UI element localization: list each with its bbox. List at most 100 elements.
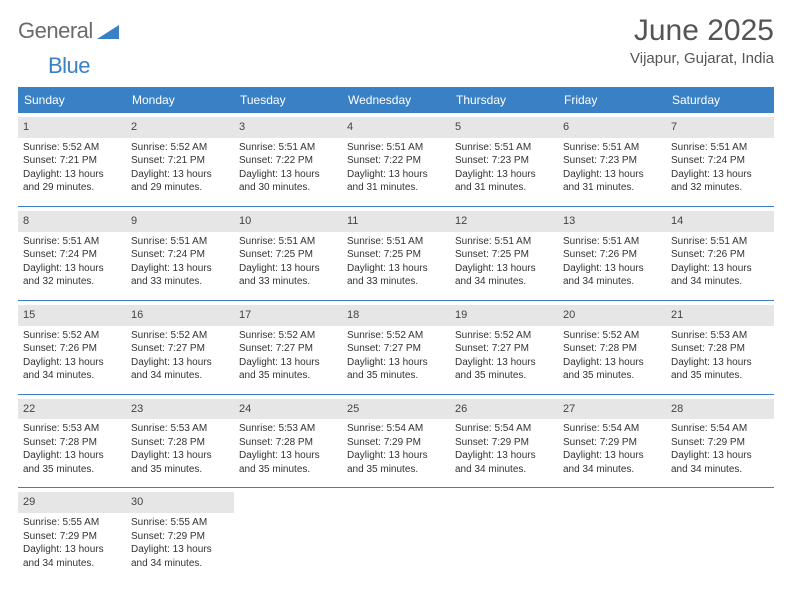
day-number: 14 [666, 211, 774, 232]
sunset-text: Sunset: 7:29 PM [455, 436, 553, 450]
day-body: Sunrise: 5:52 AMSunset: 7:28 PMDaylight:… [558, 326, 666, 389]
sunrise-text: Sunrise: 5:52 AM [347, 329, 445, 343]
sunrise-text: Sunrise: 5:55 AM [23, 516, 121, 530]
daylight-text: and 35 minutes. [347, 369, 445, 383]
calendar-table: Sunday Monday Tuesday Wednesday Thursday… [18, 83, 774, 580]
daylight-text: and 30 minutes. [239, 181, 337, 195]
daylight-text: Daylight: 13 hours [455, 356, 553, 370]
day-body: Sunrise: 5:52 AMSunset: 7:21 PMDaylight:… [126, 138, 234, 201]
day-cell: 7Sunrise: 5:51 AMSunset: 7:24 PMDaylight… [666, 117, 774, 201]
daylight-text: Daylight: 13 hours [239, 168, 337, 182]
sunrise-text: Sunrise: 5:52 AM [239, 329, 337, 343]
daylight-text: Daylight: 13 hours [347, 262, 445, 276]
daylight-text: and 35 minutes. [131, 463, 229, 477]
day-cell: 15Sunrise: 5:52 AMSunset: 7:26 PMDayligh… [18, 305, 126, 389]
day-body: Sunrise: 5:55 AMSunset: 7:29 PMDaylight:… [18, 513, 126, 576]
daylight-text: and 33 minutes. [131, 275, 229, 289]
day-number: 23 [126, 399, 234, 420]
day-number: 8 [18, 211, 126, 232]
day-number: 17 [234, 305, 342, 326]
daylight-text: and 31 minutes. [347, 181, 445, 195]
sunset-text: Sunset: 7:29 PM [23, 530, 121, 544]
sunrise-text: Sunrise: 5:52 AM [131, 329, 229, 343]
day-body: Sunrise: 5:51 AMSunset: 7:23 PMDaylight:… [558, 138, 666, 201]
sunset-text: Sunset: 7:26 PM [563, 248, 661, 262]
day-cell: 3Sunrise: 5:51 AMSunset: 7:22 PMDaylight… [234, 117, 342, 201]
day-cell: 9Sunrise: 5:51 AMSunset: 7:24 PMDaylight… [126, 211, 234, 295]
daylight-text: and 34 minutes. [671, 463, 769, 477]
day-cell: 12Sunrise: 5:51 AMSunset: 7:25 PMDayligh… [450, 211, 558, 295]
day-number: 1 [18, 117, 126, 138]
day-cell: 8Sunrise: 5:51 AMSunset: 7:24 PMDaylight… [18, 211, 126, 295]
daylight-text: Daylight: 13 hours [131, 543, 229, 557]
sunrise-text: Sunrise: 5:54 AM [671, 422, 769, 436]
day-cell: 19Sunrise: 5:52 AMSunset: 7:27 PMDayligh… [450, 305, 558, 389]
daylight-text: Daylight: 13 hours [347, 168, 445, 182]
sunrise-text: Sunrise: 5:53 AM [23, 422, 121, 436]
daylight-text: Daylight: 13 hours [563, 449, 661, 463]
daylight-text: Daylight: 13 hours [239, 262, 337, 276]
sunset-text: Sunset: 7:24 PM [671, 154, 769, 168]
day-cell: 25Sunrise: 5:54 AMSunset: 7:29 PMDayligh… [342, 399, 450, 483]
sunset-text: Sunset: 7:27 PM [347, 342, 445, 356]
day-number: 19 [450, 305, 558, 326]
daylight-text: and 33 minutes. [347, 275, 445, 289]
day-number: 24 [234, 399, 342, 420]
month-title: June 2025 [630, 14, 774, 48]
day-body: Sunrise: 5:53 AMSunset: 7:28 PMDaylight:… [126, 419, 234, 482]
day-body: Sunrise: 5:51 AMSunset: 7:23 PMDaylight:… [450, 138, 558, 201]
sunset-text: Sunset: 7:28 PM [23, 436, 121, 450]
sunset-text: Sunset: 7:26 PM [23, 342, 121, 356]
daylight-text: and 34 minutes. [131, 557, 229, 571]
day-cell: 30Sunrise: 5:55 AMSunset: 7:29 PMDayligh… [126, 492, 234, 576]
day-cell: 21Sunrise: 5:53 AMSunset: 7:28 PMDayligh… [666, 305, 774, 389]
day-body: Sunrise: 5:55 AMSunset: 7:29 PMDaylight:… [126, 513, 234, 576]
day-cell: 27Sunrise: 5:54 AMSunset: 7:29 PMDayligh… [558, 399, 666, 483]
sunset-text: Sunset: 7:29 PM [347, 436, 445, 450]
sunrise-text: Sunrise: 5:53 AM [239, 422, 337, 436]
day-number: 9 [126, 211, 234, 232]
daylight-text: and 29 minutes. [23, 181, 121, 195]
weekday-header: Wednesday [342, 87, 450, 113]
day-cell: .. [234, 492, 342, 576]
daylight-text: Daylight: 13 hours [23, 543, 121, 557]
daylight-text: and 34 minutes. [671, 275, 769, 289]
daylight-text: and 34 minutes. [455, 463, 553, 477]
daylight-text: Daylight: 13 hours [347, 356, 445, 370]
daylight-text: and 35 minutes. [239, 369, 337, 383]
day-body: Sunrise: 5:52 AMSunset: 7:21 PMDaylight:… [18, 138, 126, 201]
sunset-text: Sunset: 7:22 PM [347, 154, 445, 168]
week-separator [18, 393, 774, 395]
day-cell: 28Sunrise: 5:54 AMSunset: 7:29 PMDayligh… [666, 399, 774, 483]
daylight-text: Daylight: 13 hours [131, 356, 229, 370]
weekday-header: Tuesday [234, 87, 342, 113]
day-cell: .. [450, 492, 558, 576]
sunset-text: Sunset: 7:23 PM [455, 154, 553, 168]
daylight-text: and 32 minutes. [671, 181, 769, 195]
day-number: 5 [450, 117, 558, 138]
daylight-text: Daylight: 13 hours [131, 262, 229, 276]
day-cell: 23Sunrise: 5:53 AMSunset: 7:28 PMDayligh… [126, 399, 234, 483]
daylight-text: Daylight: 13 hours [671, 449, 769, 463]
sunrise-text: Sunrise: 5:51 AM [455, 235, 553, 249]
day-number: 4 [342, 117, 450, 138]
day-number: 28 [666, 399, 774, 420]
day-cell: 29Sunrise: 5:55 AMSunset: 7:29 PMDayligh… [18, 492, 126, 576]
day-cell: 26Sunrise: 5:54 AMSunset: 7:29 PMDayligh… [450, 399, 558, 483]
day-cell: 24Sunrise: 5:53 AMSunset: 7:28 PMDayligh… [234, 399, 342, 483]
sunrise-text: Sunrise: 5:51 AM [239, 141, 337, 155]
daylight-text: and 29 minutes. [131, 181, 229, 195]
daylight-text: and 34 minutes. [563, 463, 661, 477]
sunrise-text: Sunrise: 5:53 AM [131, 422, 229, 436]
sunrise-text: Sunrise: 5:51 AM [131, 235, 229, 249]
day-cell: 1Sunrise: 5:52 AMSunset: 7:21 PMDaylight… [18, 117, 126, 201]
day-number: 22 [18, 399, 126, 420]
logo-word-general: General [18, 18, 93, 44]
sunrise-text: Sunrise: 5:54 AM [455, 422, 553, 436]
daylight-text: Daylight: 13 hours [671, 262, 769, 276]
daylight-text: and 34 minutes. [23, 369, 121, 383]
sunrise-text: Sunrise: 5:52 AM [23, 329, 121, 343]
day-number: 6 [558, 117, 666, 138]
daylight-text: Daylight: 13 hours [131, 449, 229, 463]
sunset-text: Sunset: 7:27 PM [455, 342, 553, 356]
